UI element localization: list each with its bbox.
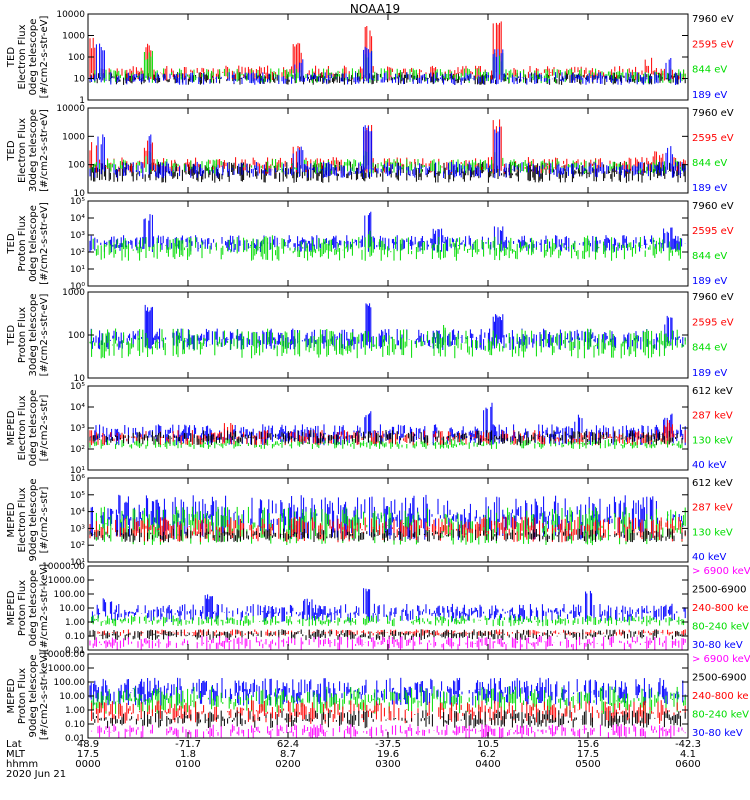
- y-axis-label: TED: [6, 140, 17, 161]
- legend-entry: 844 eV: [692, 65, 727, 76]
- y-tick-label: 10⁴: [70, 403, 85, 413]
- legend-entry: 189 eV: [692, 183, 727, 194]
- legend-entry: 40 keV: [692, 460, 726, 471]
- legend-entry: 844 eV: [692, 343, 727, 354]
- y-tick-label: 1000: [62, 32, 85, 42]
- y-axis-label: [#/cm2-s-str-eV]: [39, 294, 50, 377]
- legend-entry: 189 eV: [692, 276, 727, 287]
- y-tick-label: 10⁰: [70, 282, 85, 292]
- y-axis-label: Proton Flux: [17, 307, 28, 363]
- legend-entry: 7960 eV: [692, 108, 734, 119]
- y-axis-label: 30deg telescope: [28, 293, 39, 376]
- y-axis-label: [#/cm2-s-str-eV]: [39, 16, 50, 99]
- legend-entry: 130 keV: [692, 435, 733, 446]
- panel-frame: [87, 107, 689, 194]
- y-axis-label: Proton Flux: [17, 215, 28, 271]
- y-axis-label: Electron Flux: [17, 24, 28, 89]
- legend-entry: 287 keV: [692, 411, 733, 422]
- y-tick-label: 10000: [56, 104, 85, 114]
- y-axis-label: 0deg telescope: [28, 19, 39, 96]
- y-tick-label: 10⁵: [70, 197, 85, 207]
- series-844-ev: [92, 230, 681, 261]
- legend-entry: 7960 eV: [692, 292, 734, 303]
- series-844-ev: [94, 50, 686, 84]
- panel-1: [87, 13, 689, 101]
- y-axis-label: Electron Flux: [17, 395, 28, 460]
- series-189-ev: [90, 303, 686, 350]
- series-612-kev: [89, 430, 683, 446]
- legend-entry: 7960 eV: [692, 201, 734, 212]
- y-axis-label: [#/cm2-s-str-eV]: [39, 109, 50, 192]
- y-tick-label: 10000: [56, 10, 85, 20]
- y-tick-label: 10: [74, 75, 86, 85]
- y-axis-label: TED: [6, 47, 17, 68]
- y-axis-label: 0deg telescope: [28, 390, 39, 467]
- panel-6: [87, 477, 689, 563]
- y-tick-label: 1: [79, 96, 85, 106]
- legend-entry: 2595 eV: [692, 133, 734, 144]
- y-axis-label: TED: [6, 233, 17, 254]
- y-tick-label: 10¹: [70, 466, 85, 476]
- y-tick-label: 1000: [62, 132, 85, 142]
- panel-frame: [87, 385, 689, 471]
- legend-entry: 844 eV: [692, 251, 727, 262]
- series-189-ev: [89, 43, 686, 85]
- y-axis-label: Electron Flux: [17, 118, 28, 183]
- panel-3: [87, 200, 689, 287]
- panel-4: [87, 291, 689, 379]
- legend-entry: 844 eV: [692, 158, 727, 169]
- y-axis-label: TED: [6, 325, 17, 346]
- legend-entry: 2595 eV: [692, 317, 734, 328]
- panel-5: [87, 385, 689, 471]
- legend-entry: 612 keV: [692, 386, 733, 397]
- y-tick-label: 10⁴: [70, 214, 85, 224]
- y-tick-label: 100: [68, 331, 85, 341]
- y-tick-label: 10⁵: [70, 382, 85, 392]
- y-tick-label: 1000: [62, 288, 85, 298]
- legend-entry: 7960 eV: [692, 14, 734, 25]
- legend-entry: 2595 eV: [692, 39, 734, 50]
- y-tick-label: 10³: [70, 231, 85, 241]
- y-tick-label: 10: [74, 374, 86, 384]
- panel-2: [87, 107, 689, 194]
- y-tick-label: 10²: [70, 445, 85, 455]
- y-axis-label: [#/cm2-s-str]: [39, 394, 50, 461]
- y-axis-label: 0deg telescope: [28, 205, 39, 282]
- y-tick-label: 10¹: [70, 265, 85, 275]
- legend-entry: 2595 eV: [692, 226, 734, 237]
- chart-title: NOAA19: [349, 2, 401, 16]
- series-844-ev: [89, 325, 686, 359]
- y-tick-label: 10²: [70, 248, 85, 258]
- y-axis-label: 30deg telescope: [28, 109, 39, 192]
- y-axis-label: [#/cm2-s-str-eV]: [39, 202, 50, 285]
- legend-entry: 189 eV: [692, 90, 727, 101]
- y-axis-label: MEPED: [6, 410, 17, 445]
- legend-entry: 189 eV: [692, 368, 727, 379]
- y-tick-label: 100: [68, 161, 85, 171]
- panel-frame: [87, 13, 689, 101]
- series-189-ev: [89, 125, 686, 179]
- y-tick-label: 10³: [70, 424, 85, 434]
- y-tick-label: 10: [74, 189, 86, 199]
- y-tick-label: 100: [68, 53, 85, 63]
